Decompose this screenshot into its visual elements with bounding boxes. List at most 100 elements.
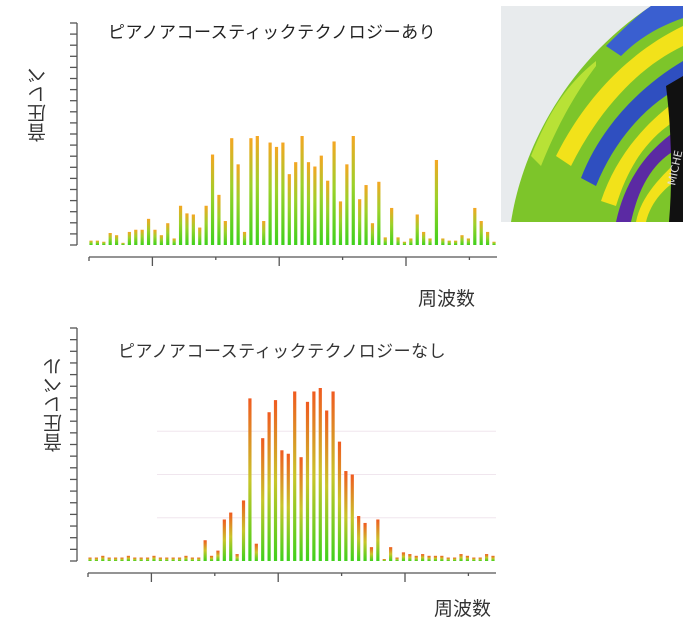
bar [459, 554, 463, 561]
bar [198, 227, 202, 245]
bar [159, 235, 163, 245]
bar [332, 141, 336, 245]
bar [101, 555, 105, 561]
bar [473, 207, 477, 245]
bar [421, 554, 425, 561]
bar [281, 142, 285, 245]
bar [236, 164, 240, 245]
bar [337, 441, 342, 561]
bar [492, 241, 496, 245]
y-axis [70, 327, 78, 562]
bar [478, 557, 482, 561]
bar [357, 516, 361, 561]
bar [414, 555, 418, 561]
bar [217, 194, 221, 245]
chart-title: ピアノアコースティックテクノロジーなし [118, 342, 447, 362]
bar [191, 214, 195, 245]
bar [171, 557, 175, 561]
bar [306, 162, 311, 245]
bar [287, 174, 291, 245]
bar [441, 238, 445, 245]
bars [89, 136, 496, 245]
bar [230, 138, 234, 245]
bar [472, 557, 476, 561]
bar [446, 557, 450, 561]
bar [126, 555, 130, 561]
bar [433, 555, 438, 561]
bar [209, 555, 214, 561]
y-axis-label: 音圧レベル [43, 357, 65, 452]
bar [485, 554, 489, 561]
y-axis [70, 22, 78, 246]
bar [210, 154, 215, 245]
bar [242, 231, 247, 245]
chart-title: ピアノアコースティックテクノロジーあり [108, 23, 437, 43]
x-axis [88, 256, 497, 266]
x-axis-label: 周波数 [418, 288, 476, 310]
bar [254, 543, 258, 561]
bar [453, 557, 457, 561]
bar [229, 512, 233, 561]
bar [454, 240, 458, 245]
bar [377, 181, 381, 245]
bar [293, 391, 297, 561]
bar [114, 235, 119, 245]
bar [216, 550, 220, 561]
bar [294, 162, 298, 245]
x-axis [87, 572, 496, 582]
bar [102, 241, 106, 245]
bar [312, 391, 316, 561]
bar [89, 240, 93, 245]
bar [127, 231, 131, 245]
bar [305, 401, 310, 561]
bar [158, 557, 162, 561]
bar [390, 207, 394, 245]
bars [88, 388, 495, 561]
bar [351, 136, 355, 245]
bar [350, 474, 354, 561]
plot-area [70, 327, 496, 582]
bar [274, 146, 279, 245]
bar [146, 218, 151, 245]
bar [395, 557, 399, 561]
bar [178, 205, 183, 245]
x-axis-label: 周波数 [434, 598, 492, 620]
bar [204, 205, 208, 245]
bar [280, 450, 284, 561]
bar [262, 221, 266, 245]
bar [255, 136, 259, 245]
bar [382, 559, 386, 561]
bar [318, 388, 322, 561]
bar [108, 233, 112, 245]
tire-brand-text: MICHE [665, 149, 683, 187]
bar [344, 471, 348, 561]
bar [479, 221, 483, 245]
bar [286, 453, 290, 561]
bar [88, 557, 92, 561]
bar [223, 221, 227, 245]
bar [134, 229, 138, 245]
bar [428, 238, 432, 245]
bar [120, 557, 124, 561]
bar [197, 557, 201, 561]
bar [364, 185, 368, 245]
bar [248, 398, 252, 561]
bar [300, 136, 304, 245]
bar [331, 391, 335, 561]
bar [402, 241, 407, 245]
bar [408, 554, 412, 561]
bar [396, 237, 400, 245]
bar [268, 142, 272, 245]
bar [427, 555, 431, 561]
bar [466, 238, 471, 245]
bar [261, 438, 265, 561]
bar [152, 555, 156, 561]
bar [460, 235, 464, 245]
bar [273, 400, 278, 561]
bar [370, 223, 375, 245]
y-axis-label: 音圧レベ [27, 66, 49, 142]
bar [203, 540, 207, 561]
bar [326, 180, 330, 245]
bar [383, 237, 387, 245]
bar [153, 229, 157, 245]
